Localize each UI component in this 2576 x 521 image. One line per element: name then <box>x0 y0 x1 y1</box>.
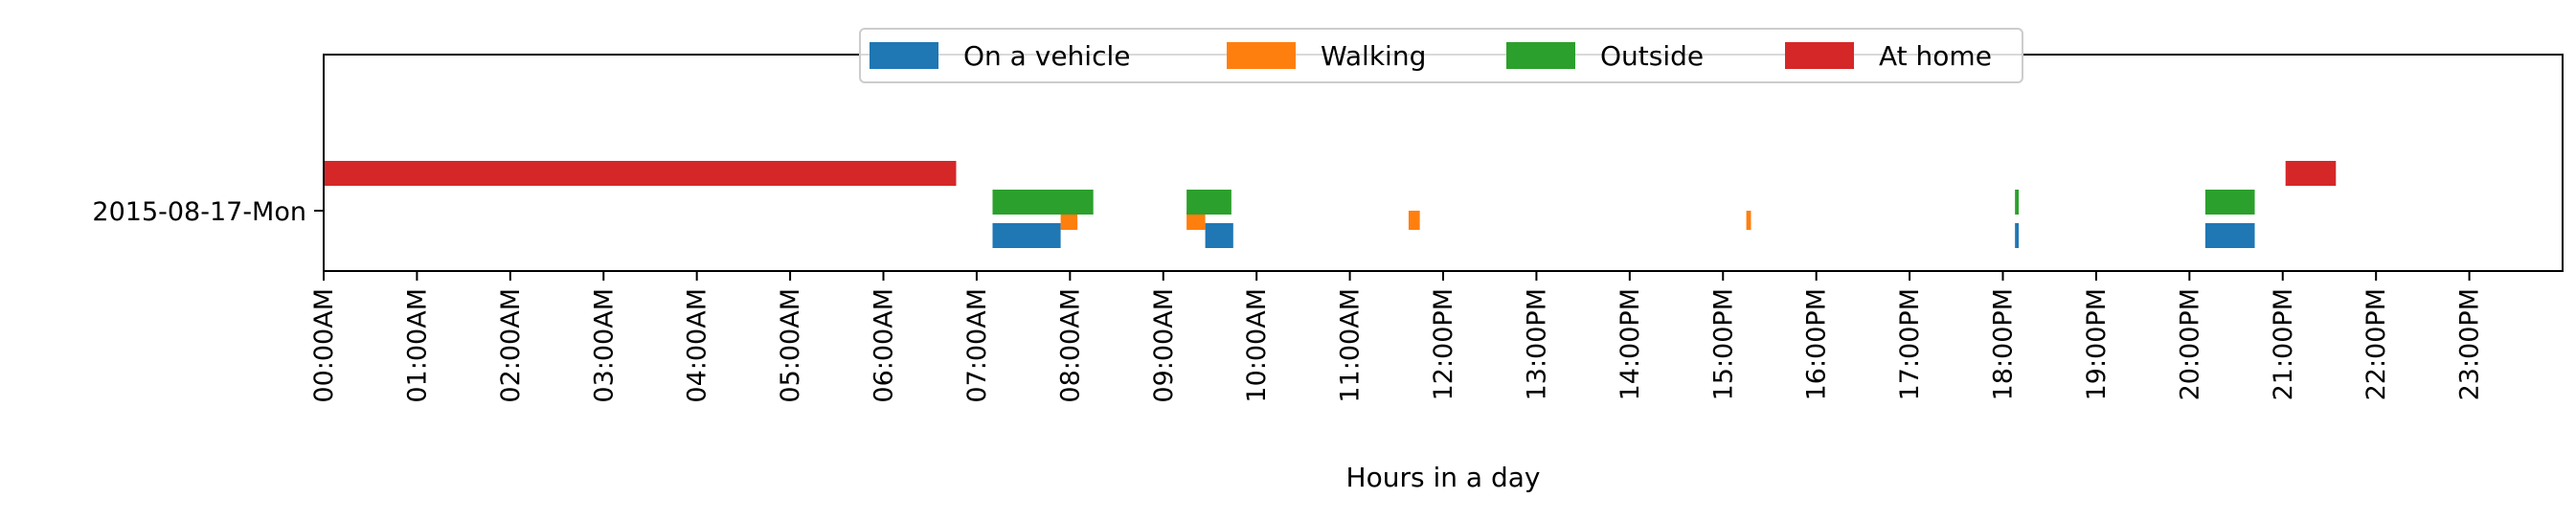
bar-on-a-vehicle-3 <box>2204 223 2255 248</box>
legend-label: Outside <box>1600 40 1704 72</box>
x-tick-label: 01:00AM <box>402 288 432 403</box>
x-tick-label: 02:00AM <box>496 288 526 403</box>
bar-on-a-vehicle-1 <box>1205 223 1233 248</box>
legend-label: On a vehicle <box>963 40 1130 72</box>
legend-entry-walking: Walking <box>1227 40 1426 72</box>
bar-outside-3 <box>2204 190 2255 215</box>
x-tick-label: 04:00AM <box>683 288 712 403</box>
x-tick-label: 14:00PM <box>1616 288 1645 400</box>
x-tick-label: 16:00PM <box>1802 288 1832 400</box>
x-tick-label: 12:00PM <box>1429 288 1458 400</box>
x-tick-label: 17:00PM <box>1895 288 1925 400</box>
x-tick-label: 06:00AM <box>870 288 899 403</box>
legend-label: Walking <box>1321 40 1426 72</box>
x-axis-label: Hours in a day <box>1346 462 1541 493</box>
x-tick-label: 13:00PM <box>1522 288 1551 400</box>
x-axis: 00:00AM 01:00AM 02:00AM 03:00AM 04:00AM 05:00… <box>309 271 2485 403</box>
x-tick-label: 21:00PM <box>2269 288 2298 400</box>
x-tick-label: 00:00AM <box>309 288 339 403</box>
bar-at-home-0 <box>324 161 957 186</box>
bar-walking-1 <box>1186 211 1206 230</box>
bar-outside-1 <box>1186 190 1232 215</box>
x-tick-label: 23:00PM <box>2455 288 2485 400</box>
bar-on-a-vehicle-0 <box>992 223 1061 248</box>
legend: On a vehicle Walking Outside At home <box>859 28 2023 83</box>
legend-frame <box>859 28 2023 83</box>
x-tick-label: 19:00PM <box>2082 288 2112 400</box>
x-tick-label: 07:00AM <box>962 288 992 403</box>
bar-outside-2 <box>2015 190 2020 215</box>
bar-walking-2 <box>1408 211 1420 230</box>
x-tick-label: 11:00AM <box>1336 288 1366 403</box>
legend-swatch <box>1785 42 1854 69</box>
bar-on-a-vehicle-2 <box>2015 223 2020 248</box>
legend-entry-at-home: At home <box>1785 40 1992 72</box>
legend-swatch <box>870 42 938 69</box>
x-tick-label: 05:00AM <box>776 288 805 403</box>
x-tick-label: 08:00AM <box>1055 288 1085 403</box>
x-tick-label: 15:00PM <box>1708 288 1738 400</box>
bar-outside-0 <box>992 190 1094 215</box>
bar-walking-0 <box>1060 211 1078 230</box>
legend-entry-outside: Outside <box>1506 40 1704 72</box>
bars-layer <box>324 161 2337 248</box>
bar-at-home-1 <box>2285 161 2337 186</box>
y-tick-label: 2015-08-17-Mon <box>92 197 306 227</box>
x-tick-label: 20:00PM <box>2175 288 2204 400</box>
y-axis: 2015-08-17-Mon <box>92 197 324 227</box>
x-tick-label: 18:00PM <box>1989 288 2019 400</box>
x-tick-label: 09:00AM <box>1149 288 1179 403</box>
x-tick-label: 03:00AM <box>589 288 619 403</box>
x-tick-label: 10:00AM <box>1242 288 1272 403</box>
bar-walking-3 <box>1746 211 1751 230</box>
legend-label: At home <box>1879 40 1992 72</box>
legend-entry-on-a-vehicle: On a vehicle <box>870 40 1130 72</box>
legend-swatch <box>1227 42 1296 69</box>
legend-swatch <box>1506 42 1575 69</box>
x-tick-label: 22:00PM <box>2361 288 2391 400</box>
